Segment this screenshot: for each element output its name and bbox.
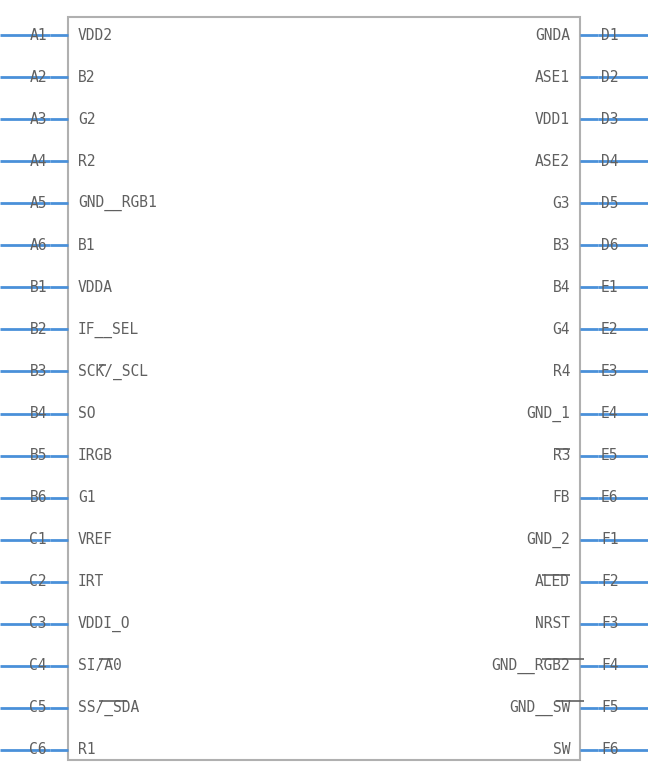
Text: B1: B1 bbox=[78, 238, 95, 252]
Text: B5: B5 bbox=[30, 448, 47, 463]
Text: B4: B4 bbox=[30, 406, 47, 421]
Text: G1: G1 bbox=[78, 490, 95, 505]
Text: B1: B1 bbox=[30, 280, 47, 295]
Text: IF__SEL: IF__SEL bbox=[78, 321, 139, 337]
Text: B6: B6 bbox=[30, 490, 47, 505]
Text: A6: A6 bbox=[30, 238, 47, 252]
Text: VDDI_O: VDDI_O bbox=[78, 616, 130, 632]
Text: ALED: ALED bbox=[535, 574, 570, 589]
Text: E6: E6 bbox=[601, 490, 618, 505]
Text: A5: A5 bbox=[30, 196, 47, 211]
Bar bbox=[68, 17, 580, 760]
Text: D4: D4 bbox=[601, 154, 618, 168]
Text: SW: SW bbox=[553, 743, 570, 757]
Text: F2: F2 bbox=[601, 574, 618, 589]
Text: E3: E3 bbox=[601, 364, 618, 379]
Text: E4: E4 bbox=[601, 406, 618, 421]
Text: B2: B2 bbox=[78, 69, 95, 85]
Text: GNDA: GNDA bbox=[535, 28, 570, 42]
Text: VDD1: VDD1 bbox=[535, 112, 570, 127]
Text: C2: C2 bbox=[30, 574, 47, 589]
Text: VDD2: VDD2 bbox=[78, 28, 113, 42]
Text: A3: A3 bbox=[30, 112, 47, 127]
Text: F4: F4 bbox=[601, 659, 618, 673]
Text: IRGB: IRGB bbox=[78, 448, 113, 463]
Text: C1: C1 bbox=[30, 532, 47, 547]
Text: A2: A2 bbox=[30, 69, 47, 85]
Text: E1: E1 bbox=[601, 280, 618, 295]
Text: GND__RGB2: GND__RGB2 bbox=[491, 658, 570, 674]
Text: D5: D5 bbox=[601, 196, 618, 211]
Text: C6: C6 bbox=[30, 743, 47, 757]
Text: E2: E2 bbox=[601, 322, 618, 337]
Text: F3: F3 bbox=[601, 616, 618, 631]
Text: VREF: VREF bbox=[78, 532, 113, 547]
Text: B2: B2 bbox=[30, 322, 47, 337]
Text: IRT: IRT bbox=[78, 574, 104, 589]
Text: E5: E5 bbox=[601, 448, 618, 463]
Text: D1: D1 bbox=[601, 28, 618, 42]
Text: R2: R2 bbox=[78, 154, 95, 168]
Text: SCK/_SCL: SCK/_SCL bbox=[78, 364, 148, 380]
Text: F6: F6 bbox=[601, 743, 618, 757]
Text: SI/A0: SI/A0 bbox=[78, 659, 122, 673]
Text: A1: A1 bbox=[30, 28, 47, 42]
Text: R1: R1 bbox=[78, 743, 95, 757]
Text: GND_2: GND_2 bbox=[526, 532, 570, 548]
Text: GND_1: GND_1 bbox=[526, 405, 570, 422]
Text: F1: F1 bbox=[601, 532, 618, 547]
Text: R4: R4 bbox=[553, 364, 570, 379]
Text: C4: C4 bbox=[30, 659, 47, 673]
Text: FB: FB bbox=[553, 490, 570, 505]
Text: D2: D2 bbox=[601, 69, 618, 85]
Text: R3: R3 bbox=[553, 448, 570, 463]
Text: VDDA: VDDA bbox=[78, 280, 113, 295]
Text: SO: SO bbox=[78, 406, 95, 421]
Text: G2: G2 bbox=[78, 112, 95, 127]
Text: GND__SW: GND__SW bbox=[509, 700, 570, 716]
Text: ASE1: ASE1 bbox=[535, 69, 570, 85]
Text: ASE2: ASE2 bbox=[535, 154, 570, 168]
Text: B3: B3 bbox=[30, 364, 47, 379]
Text: F5: F5 bbox=[601, 700, 618, 716]
Text: C3: C3 bbox=[30, 616, 47, 631]
Text: B3: B3 bbox=[553, 238, 570, 252]
Text: A4: A4 bbox=[30, 154, 47, 168]
Text: B4: B4 bbox=[553, 280, 570, 295]
Text: SS/_SDA: SS/_SDA bbox=[78, 700, 139, 716]
Text: GND__RGB1: GND__RGB1 bbox=[78, 195, 157, 212]
Text: G3: G3 bbox=[553, 196, 570, 211]
Text: D3: D3 bbox=[601, 112, 618, 127]
Text: NRST: NRST bbox=[535, 616, 570, 631]
Text: C5: C5 bbox=[30, 700, 47, 716]
Text: D6: D6 bbox=[601, 238, 618, 252]
Text: G4: G4 bbox=[553, 322, 570, 337]
